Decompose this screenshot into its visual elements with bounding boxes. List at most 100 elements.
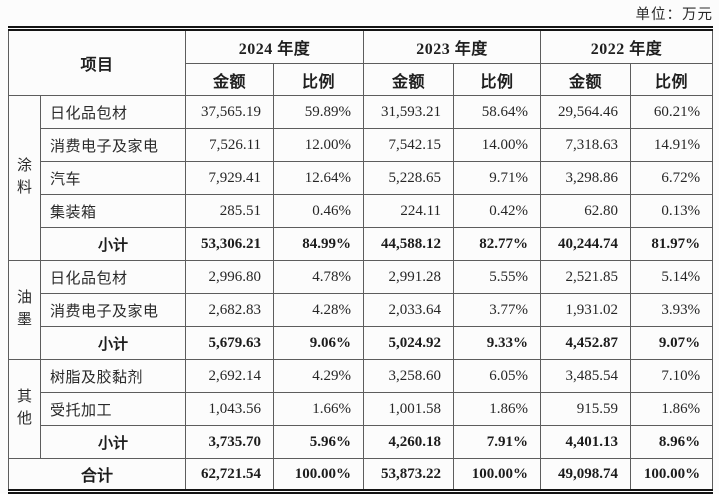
cell-2023-ratio: 3.77% — [453, 293, 542, 327]
cell-2022-ratio: 0.13% — [630, 194, 714, 228]
header-row-years: 项目 2024 年度 2023 年度 2022 年度 — [7, 28, 714, 96]
cell-2024-amount: 5,679.63 — [185, 326, 275, 360]
cell-2024-ratio: 100.00% — [273, 458, 365, 492]
cell-2023-ratio: 5.55% — [453, 260, 542, 294]
subtotal-label: 小计 — [39, 425, 187, 459]
cell-2023-amount: 5,228.65 — [363, 161, 455, 195]
cell-2023-amount: 224.11 — [363, 194, 455, 228]
row-label: 集装箱 — [39, 194, 187, 228]
cell-2024-amount: 7,929.41 — [185, 161, 275, 195]
unit-label: 单位：万元 — [635, 7, 713, 23]
year-header-2023: 2023 年度 — [363, 28, 542, 64]
cell-2024-ratio: 5.96% — [273, 425, 365, 459]
amount-header-2024: 金额 — [185, 63, 275, 96]
cell-2023-amount: 2,033.64 — [363, 293, 455, 327]
cell-2022-amount: 2,521.85 — [540, 260, 632, 294]
cell-2024-ratio: 12.00% — [273, 128, 365, 162]
row-label: 汽车 — [39, 161, 187, 195]
cell-2022-ratio: 7.10% — [630, 359, 714, 393]
cell-2023-amount: 53,873.22 — [363, 458, 455, 492]
cell-2022-ratio: 60.21% — [630, 95, 714, 129]
cell-2022-amount: 1,931.02 — [540, 293, 632, 327]
item-column-header: 项目 — [7, 28, 187, 96]
cell-2022-amount: 4,452.87 — [540, 326, 632, 360]
header-row-subcolumns: 金额 比例 金额 比例 金额 比例 — [9, 63, 714, 96]
cell-2024-ratio: 9.06% — [273, 326, 365, 360]
table-row: 集装箱 285.51 0.46% 224.11 0.42% 62.80 0.13… — [9, 194, 714, 228]
cell-2023-ratio: 6.05% — [453, 359, 542, 393]
table-row: 消费电子及家电 7,526.11 12.00% 7,542.15 14.00% … — [9, 128, 714, 162]
cell-2024-amount: 2,692.14 — [185, 359, 275, 393]
cell-2022-amount: 4,401.13 — [540, 425, 632, 459]
cell-2022-ratio: 9.07% — [630, 326, 714, 360]
cell-2022-amount: 40,244.74 — [540, 227, 632, 261]
cell-2023-amount: 44,588.12 — [363, 227, 455, 261]
cell-2023-ratio: 1.86% — [453, 392, 542, 426]
row-label: 日化品包材 — [39, 95, 187, 129]
cell-2022-ratio: 1.86% — [630, 392, 714, 426]
table-row: 油墨 日化品包材 2,996.80 4.78% 2,991.28 5.55% 2… — [8, 260, 714, 360]
cell-2022-amount: 29,564.46 — [540, 95, 632, 129]
cell-2022-ratio: 5.14% — [630, 260, 714, 294]
table-row: 其他 树脂及胶黏剂 2,692.14 4.29% 3,258.60 6.05% … — [8, 359, 714, 459]
cell-2024-amount: 1,043.56 — [185, 392, 275, 426]
ratio-header-2024: 比例 — [273, 63, 365, 96]
subtotal-row: 小计 3,735.70 5.96% 4,260.18 7.91% 4,401.1… — [9, 425, 714, 459]
group-label-inks: 油墨 — [8, 260, 41, 360]
subtotal-label: 小计 — [39, 326, 187, 360]
table-row: 受托加工 1,043.56 1.66% 1,001.58 1.86% 915.5… — [9, 392, 714, 426]
cell-2022-amount: 915.59 — [540, 392, 632, 426]
cell-2023-ratio: 7.91% — [453, 425, 542, 459]
cell-2024-amount: 62,721.54 — [185, 458, 275, 492]
cell-2023-amount: 5,024.92 — [363, 326, 455, 360]
cell-2023-amount: 7,542.15 — [363, 128, 455, 162]
cell-2024-amount: 37,565.19 — [185, 95, 275, 129]
cell-2024-amount: 285.51 — [185, 194, 275, 228]
subtotal-row: 小计 5,679.63 9.06% 5,024.92 9.33% 4,452.8… — [9, 326, 714, 360]
cell-2023-ratio: 9.33% — [453, 326, 542, 360]
cell-2022-ratio: 3.93% — [630, 293, 714, 327]
cell-2023-ratio: 58.64% — [453, 95, 542, 129]
cell-2024-ratio: 4.29% — [273, 359, 365, 393]
amount-header-2023: 金额 — [363, 63, 455, 96]
cell-2022-amount: 3,485.54 — [540, 359, 632, 393]
cell-2023-ratio: 9.71% — [453, 161, 542, 195]
revenue-breakdown-table: 项目 2024 年度 2023 年度 2022 年度 金额 比例 金额 比例 金… — [7, 26, 714, 494]
row-label: 日化品包材 — [39, 260, 187, 294]
cell-2023-ratio: 0.42% — [453, 194, 542, 228]
row-label: 消费电子及家电 — [39, 128, 187, 162]
cell-2023-amount: 2,991.28 — [363, 260, 455, 294]
cell-2022-ratio: 81.97% — [630, 227, 714, 261]
subtotal-label: 小计 — [39, 227, 187, 261]
cell-2024-ratio: 4.78% — [273, 260, 365, 294]
cell-2023-amount: 31,593.21 — [363, 95, 455, 129]
cell-2024-ratio: 12.64% — [273, 161, 365, 195]
cell-2023-amount: 4,260.18 — [363, 425, 455, 459]
cell-2022-ratio: 8.96% — [630, 425, 714, 459]
group-label-others: 其他 — [8, 359, 41, 459]
year-header-2024: 2024 年度 — [185, 28, 365, 64]
row-label: 树脂及胶黏剂 — [39, 359, 187, 393]
year-header-2022: 2022 年度 — [540, 28, 714, 64]
cell-2022-amount: 62.80 — [540, 194, 632, 228]
cell-2022-amount: 3,298.86 — [540, 161, 632, 195]
cell-2024-amount: 2,996.80 — [185, 260, 275, 294]
total-row: 合计 62,721.54 100.00% 53,873.22 100.00% 4… — [7, 458, 714, 492]
cell-2022-ratio: 6.72% — [630, 161, 714, 195]
cell-2024-amount: 3,735.70 — [185, 425, 275, 459]
cell-2022-amount: 7,318.63 — [540, 128, 632, 162]
cell-2024-ratio: 4.28% — [273, 293, 365, 327]
cell-2024-ratio: 59.89% — [273, 95, 365, 129]
cell-2024-ratio: 84.99% — [273, 227, 365, 261]
cell-2022-amount: 49,098.74 — [540, 458, 632, 492]
cell-2023-ratio: 100.00% — [453, 458, 542, 492]
ratio-header-2023: 比例 — [453, 63, 542, 96]
cell-2023-amount: 3,258.60 — [363, 359, 455, 393]
subtotal-row: 小计 53,306.21 84.99% 44,588.12 82.77% 40,… — [9, 227, 714, 261]
cell-2024-ratio: 1.66% — [273, 392, 365, 426]
cell-2022-ratio: 100.00% — [630, 458, 714, 492]
row-label: 受托加工 — [39, 392, 187, 426]
cell-2024-amount: 53,306.21 — [185, 227, 275, 261]
cell-2024-ratio: 0.46% — [273, 194, 365, 228]
